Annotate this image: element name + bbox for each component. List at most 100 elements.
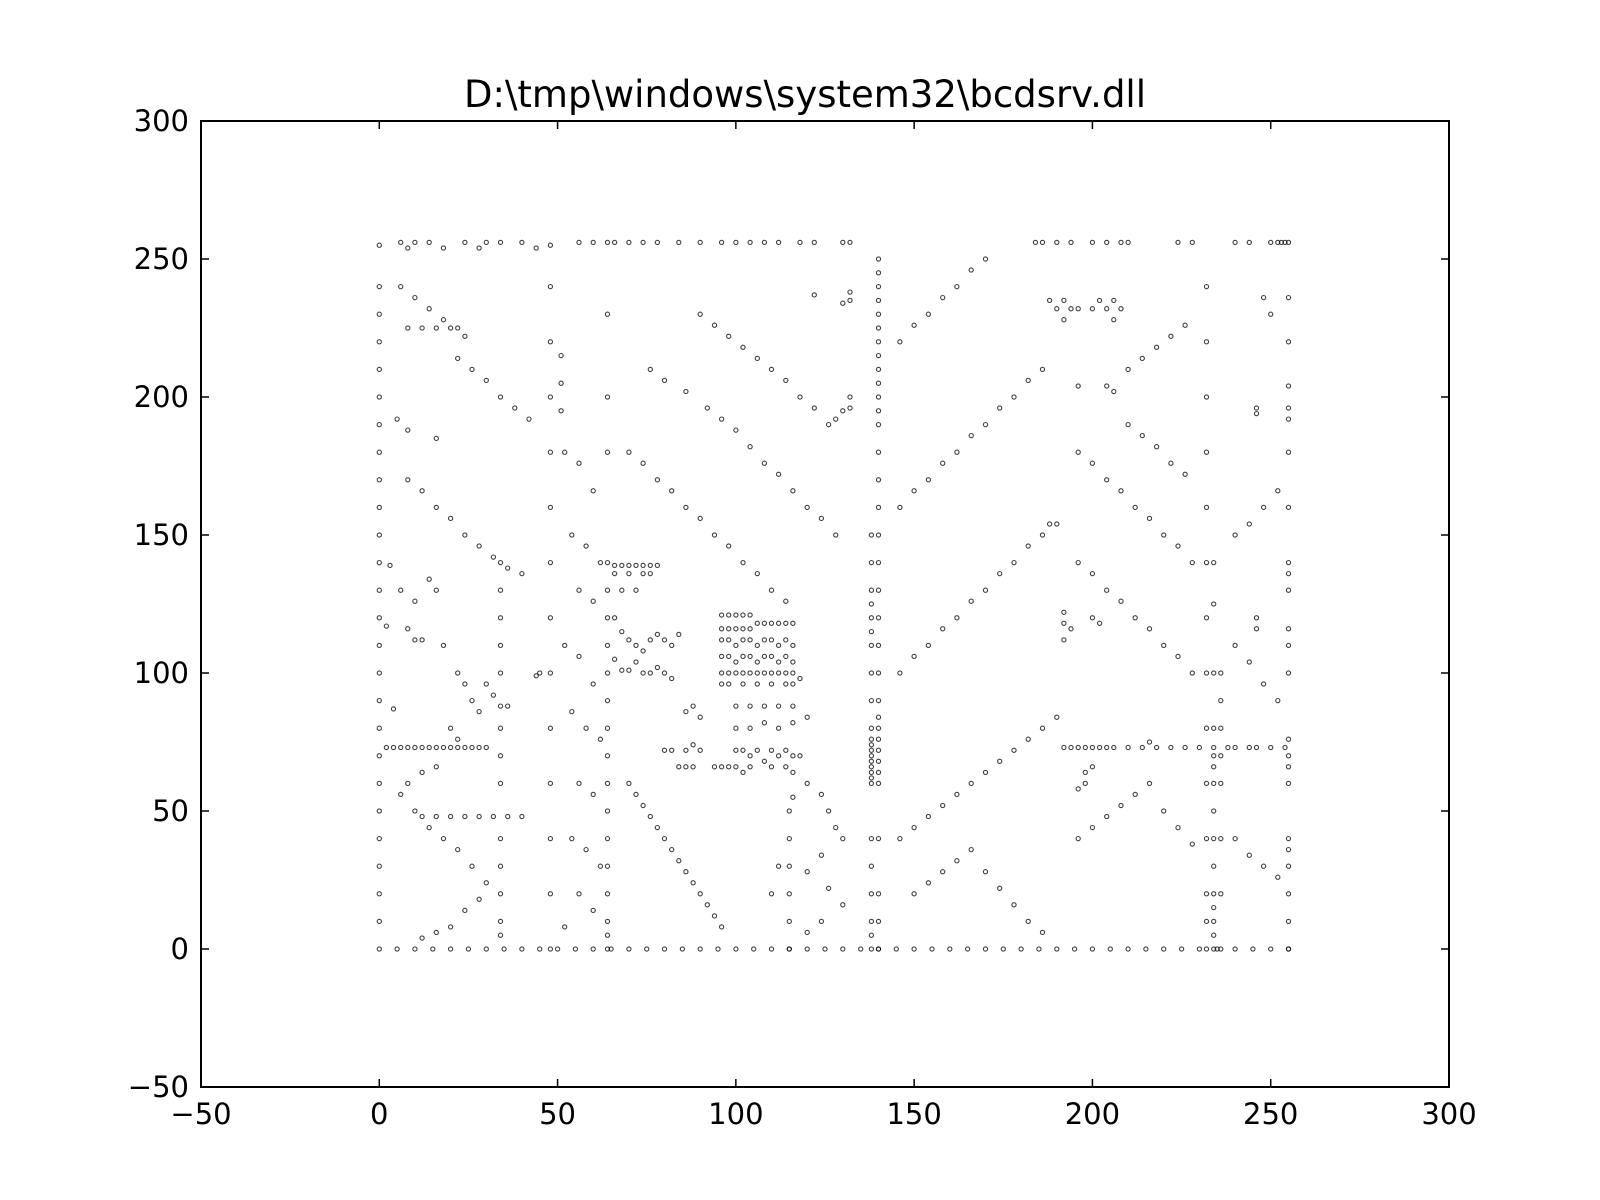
data-point [476, 543, 482, 549]
data-point [747, 626, 753, 632]
data-point [868, 587, 875, 593]
data-point [718, 416, 725, 422]
data-point [925, 311, 932, 317]
data-point [818, 918, 825, 925]
data-point [868, 725, 875, 731]
data-point [405, 626, 411, 632]
data-point [1018, 946, 1024, 952]
data-point [754, 355, 760, 362]
data-point [733, 703, 739, 709]
data-point [1211, 946, 1217, 952]
data-point [768, 653, 775, 660]
data-point [875, 421, 882, 428]
data-point [840, 902, 846, 908]
data-point [1161, 946, 1167, 952]
data-point [1285, 780, 1292, 787]
data-point [875, 297, 882, 304]
data-point [1054, 521, 1060, 527]
data-point [483, 681, 489, 687]
data-point [797, 753, 803, 759]
data-point [376, 946, 382, 952]
data-point [1250, 946, 1256, 952]
data-point [747, 653, 753, 660]
data-point [440, 642, 447, 649]
data-point [1253, 410, 1260, 417]
data-point [1075, 306, 1081, 312]
data-point [512, 405, 518, 411]
data-point [376, 477, 382, 483]
data-point [1146, 780, 1153, 787]
data-point [1232, 532, 1238, 538]
data-point [376, 891, 382, 897]
data-point [875, 615, 882, 621]
data-point [376, 504, 382, 511]
data-point [604, 863, 611, 869]
data-point [433, 813, 439, 820]
data-point [1211, 753, 1217, 759]
data-point [1107, 946, 1113, 952]
data-point [768, 764, 775, 770]
data-point [497, 559, 504, 566]
data-point [483, 946, 489, 952]
data-point [1104, 744, 1110, 751]
data-point [754, 659, 760, 665]
data-point [644, 946, 650, 952]
data-point [619, 667, 625, 673]
data-point [604, 753, 611, 759]
data-point [1139, 744, 1145, 751]
data-point [1161, 642, 1167, 649]
data-point [604, 311, 611, 317]
data-point [1285, 736, 1292, 742]
data-point [547, 449, 554, 455]
data-point [875, 736, 882, 742]
data-point [768, 747, 775, 753]
data-point [1039, 532, 1046, 538]
data-point [497, 670, 504, 676]
data-point [847, 239, 853, 246]
data-point [911, 946, 917, 952]
data-point [1203, 283, 1210, 290]
data-point [462, 333, 468, 339]
data-point [929, 946, 935, 952]
data-point [654, 824, 661, 831]
data-point [447, 946, 454, 952]
data-point [726, 637, 732, 643]
data-point [1068, 626, 1074, 632]
data-point [858, 946, 864, 952]
data-point [747, 764, 753, 770]
data-point [811, 292, 817, 298]
data-point [654, 664, 661, 671]
data-point [1211, 918, 1217, 925]
data-point [597, 736, 604, 742]
data-point [419, 637, 425, 643]
data-point [647, 670, 653, 676]
data-point [490, 554, 497, 560]
data-point [1211, 808, 1217, 814]
data-point [718, 681, 725, 687]
data-point [875, 587, 882, 593]
data-point [726, 670, 732, 676]
data-point [376, 670, 382, 676]
data-point [733, 642, 739, 649]
data-point [440, 317, 447, 323]
data-point [590, 946, 596, 952]
data-point [1036, 946, 1042, 952]
data-point [640, 562, 646, 569]
data-point [754, 620, 760, 626]
data-point [1139, 432, 1145, 439]
data-point [497, 918, 504, 925]
data-point [940, 626, 946, 632]
data-point [1175, 824, 1181, 831]
data-point [1111, 744, 1117, 751]
data-point [547, 283, 554, 290]
data-point [1218, 725, 1224, 731]
data-point [640, 670, 646, 676]
data-point [726, 626, 732, 632]
data-point [754, 670, 760, 676]
data-point [483, 377, 489, 384]
data-point [412, 239, 418, 246]
data-point [711, 532, 718, 538]
data-point [1068, 239, 1074, 246]
data-point [405, 325, 411, 331]
data-point [747, 753, 753, 759]
